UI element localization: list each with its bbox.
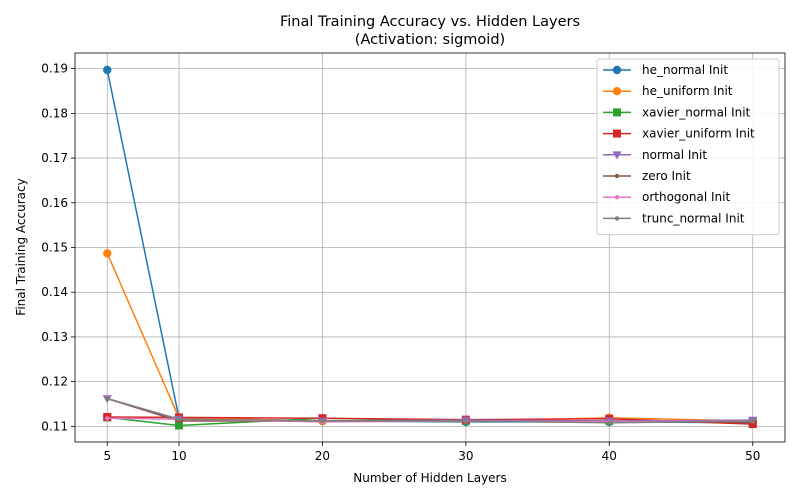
x-tick-label: 30: [458, 449, 473, 463]
legend-entry: orthogonal Init: [603, 190, 730, 204]
legend: he_normal Init he_uniform Init xavier_norm…: [596, 58, 780, 236]
legend-entry: xavier_uniform Init: [603, 127, 755, 141]
legend-entry: zero Init: [603, 169, 691, 183]
series-group: [102, 65, 758, 430]
data-point: [176, 416, 182, 422]
legend-entry: trunc_normal Init: [603, 211, 745, 225]
legend-entry: normal Init: [603, 148, 707, 162]
y-tick-label: 0.12: [41, 375, 68, 389]
legend-entry: he_uniform Init: [603, 84, 733, 98]
y-axis-label: Final Training Accuracy: [14, 178, 28, 315]
data-point: [463, 418, 469, 424]
legend-label: zero Init: [642, 169, 691, 183]
data-point: [103, 249, 112, 258]
y-tick-label: 0.19: [41, 62, 68, 76]
y-tick-label: 0.18: [41, 106, 68, 120]
chart-subtitle: (Activation: sigmoid): [355, 32, 505, 48]
x-tick-label: 5: [103, 449, 111, 463]
legend-label: orthogonal Init: [642, 190, 730, 204]
data-point: [750, 418, 755, 424]
x-tick-label: 20: [315, 449, 330, 463]
legend-marker: [612, 151, 622, 160]
data-point: [105, 396, 110, 401]
legend-label: xavier_uniform Init: [642, 127, 755, 141]
y-tick-label: 0.17: [41, 151, 68, 165]
legend-marker: [614, 195, 620, 200]
y-tick-label: 0.14: [41, 285, 68, 299]
x-axis-label: Number of Hidden Layers: [353, 471, 507, 485]
x-axis-ticks: 5 10 20 30 40 50: [103, 442, 760, 463]
x-tick-label: 10: [171, 449, 186, 463]
legend-label: xavier_normal Init: [642, 105, 751, 119]
x-tick-label: 40: [602, 449, 617, 463]
y-tick-label: 0.16: [41, 196, 68, 210]
y-axis-ticks: 0.11 0.12 0.13 0.14 0.15 0.16 0.17 0.18 0.19: [41, 62, 75, 433]
legend-label: normal Init: [642, 148, 707, 162]
legend-box: [596, 58, 780, 236]
legend-marker: [613, 129, 621, 138]
legend-marker: [612, 87, 622, 96]
legend-label: he_uniform Init: [642, 84, 733, 98]
data-point: [607, 420, 612, 425]
legend-marker: [614, 216, 620, 221]
y-tick-label: 0.11: [41, 419, 68, 433]
legend-label: trunc_normal Init: [642, 211, 745, 225]
data-point: [320, 418, 325, 424]
x-tick-label: 50: [745, 449, 760, 463]
y-tick-label: 0.15: [41, 241, 68, 255]
legend-marker: [613, 108, 621, 117]
data-point: [103, 65, 112, 75]
y-tick-label: 0.13: [41, 330, 68, 344]
legend-marker: [612, 65, 622, 75]
legend-entry: he_normal Init: [603, 63, 728, 77]
legend-label: he_normal Init: [642, 63, 728, 77]
data-point: [105, 416, 110, 421]
chart-title: Final Training Accuracy vs. Hidden Layer…: [280, 14, 580, 30]
legend-marker: [614, 173, 620, 179]
series-7: [105, 396, 755, 425]
legend-entry: xavier_normal Init: [603, 105, 751, 119]
data-point: [174, 421, 183, 430]
series-line: [107, 397, 753, 424]
